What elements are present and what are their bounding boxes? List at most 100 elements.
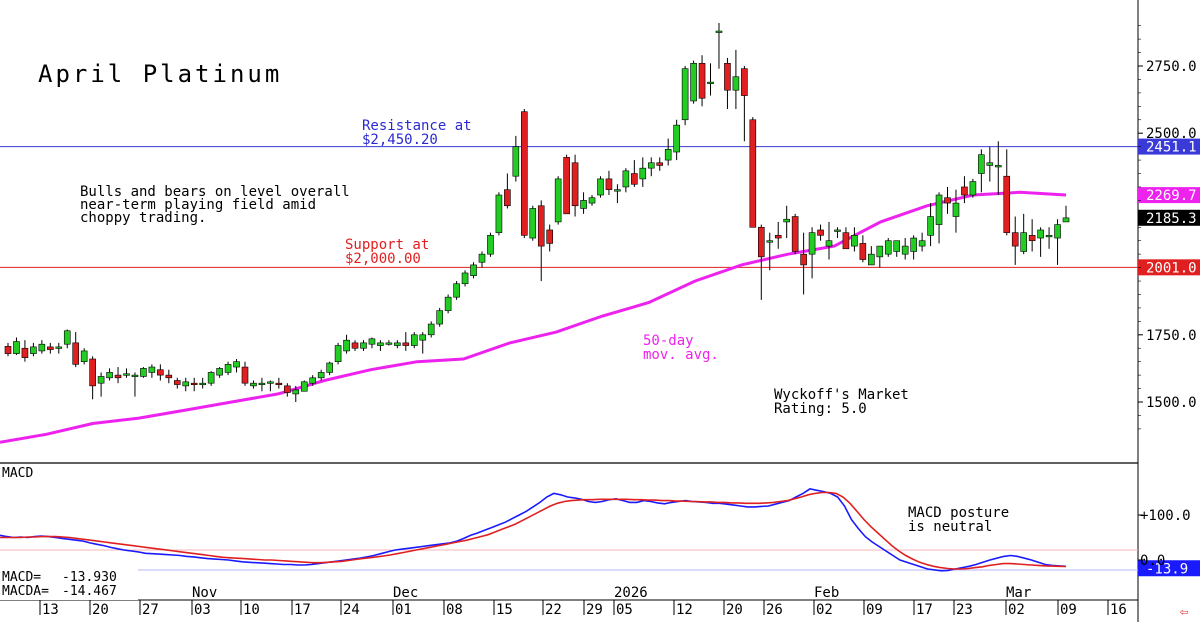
- macd-annotation: MACD posture is neutral: [908, 505, 1009, 535]
- candle-body: [944, 197, 951, 204]
- candle-body: [317, 372, 325, 379]
- candle-body: [817, 229, 824, 236]
- macd-legend-macda: MACDA= -14.467: [2, 584, 117, 599]
- x-month-label: Nov: [192, 585, 217, 601]
- candle-body: [427, 323, 435, 336]
- candle-body: [131, 374, 139, 377]
- candle-body: [241, 366, 249, 384]
- x-day-label: 12: [676, 602, 693, 618]
- candle-body: [216, 368, 223, 376]
- candle-body: [664, 149, 672, 161]
- x-day-label: 20: [92, 602, 109, 618]
- candle-body: [224, 364, 232, 373]
- candle-body: [715, 30, 723, 33]
- candle-body: [351, 342, 359, 349]
- candle-body: [1028, 235, 1036, 242]
- macd-legend-macd: MACD= -13.930: [2, 570, 117, 585]
- candle-body: [30, 346, 37, 354]
- candle-body: [394, 342, 401, 346]
- candle-body: [994, 165, 1002, 168]
- x-day-label: 09: [866, 602, 883, 618]
- candle-body: [825, 240, 833, 247]
- candle-body: [114, 374, 122, 379]
- candle-body: [292, 389, 300, 395]
- macd-series-macda: [0, 491, 1067, 570]
- candle-body: [444, 296, 452, 311]
- candle-body: [140, 368, 147, 377]
- candle-body: [250, 382, 257, 387]
- candle-body: [521, 111, 528, 236]
- candle-body: [690, 63, 697, 102]
- candle-body: [766, 240, 774, 243]
- candle-body: [571, 162, 579, 207]
- candle-body: [893, 240, 901, 252]
- candle-body: [808, 232, 816, 255]
- candle-body: [868, 253, 875, 266]
- x-day-label: 16: [1110, 602, 1127, 618]
- x-day-label: 15: [496, 602, 513, 618]
- candle-body: [952, 202, 960, 217]
- x-day-label: 05: [616, 602, 633, 618]
- candle-body: [800, 253, 807, 266]
- x-day-label: 09: [1060, 602, 1077, 618]
- support-price-tag: [1138, 259, 1200, 276]
- candle-body: [631, 173, 638, 185]
- candle-body: [190, 382, 198, 385]
- x-day-label: 29: [586, 602, 603, 618]
- macd-price-tag: [1138, 560, 1200, 577]
- candle-body: [673, 124, 680, 153]
- macd-price-tag-text: -13.9: [1146, 561, 1188, 577]
- candle-body: [1054, 224, 1061, 239]
- y-tick-label: 2500.0: [1146, 126, 1197, 142]
- x-day-label: 22: [545, 602, 562, 618]
- candle-body: [1037, 229, 1044, 239]
- annotation-line: choppy trading.: [80, 210, 206, 226]
- candle-body: [385, 342, 393, 345]
- candle-body: [605, 178, 613, 190]
- annotation-bulls-bears: Bulls and bears on level overall near-te…: [80, 184, 358, 226]
- support-label: Support at $2,000.00: [345, 237, 429, 267]
- candle-body: [157, 369, 164, 376]
- candle-body: [148, 366, 156, 373]
- candle-body: [918, 240, 926, 247]
- candle-body: [622, 170, 630, 188]
- x-month-label: Mar: [1006, 585, 1031, 601]
- candle-body: [986, 162, 994, 166]
- candle-body: [368, 338, 376, 345]
- candle-body: [927, 216, 934, 236]
- candle-body: [504, 189, 511, 207]
- candle-body: [741, 68, 748, 96]
- candle-body: [639, 167, 647, 180]
- candle-body: [182, 381, 190, 387]
- candle-body: [732, 76, 740, 91]
- x-day-label: 10: [243, 602, 260, 618]
- support-price-tag-text: 2001.0: [1146, 260, 1197, 276]
- candle-body: [901, 245, 909, 255]
- candle-body: [284, 385, 291, 393]
- candle-body: [207, 372, 215, 384]
- candle-body: [1020, 232, 1027, 252]
- candle-body: [300, 381, 308, 392]
- candle-body: [563, 157, 570, 215]
- annotation-line: near-term playing field amid: [80, 197, 316, 213]
- chart-title: April Platinum: [38, 60, 282, 88]
- x-month-label: Feb: [814, 585, 839, 601]
- candle-body: [1045, 235, 1053, 238]
- candle-body: [1062, 217, 1070, 223]
- candle-body: [360, 342, 367, 349]
- candle-body: [38, 343, 46, 352]
- candle-body: [495, 194, 503, 233]
- candle-body: [910, 237, 917, 252]
- scroll-left-arrow-icon[interactable]: ⇦: [1180, 604, 1188, 620]
- y-tick-label: 1750.0: [1146, 328, 1197, 344]
- x-day-label: 26: [766, 602, 783, 618]
- candle-body: [647, 162, 655, 169]
- annotation-line: Bulls and bears on level overall: [80, 184, 350, 200]
- candle-body: [859, 243, 867, 260]
- ma-50-line: [0, 190, 1067, 444]
- candle-body: [21, 347, 29, 358]
- candle-body: [258, 382, 266, 385]
- x-day-label: 17: [294, 602, 311, 618]
